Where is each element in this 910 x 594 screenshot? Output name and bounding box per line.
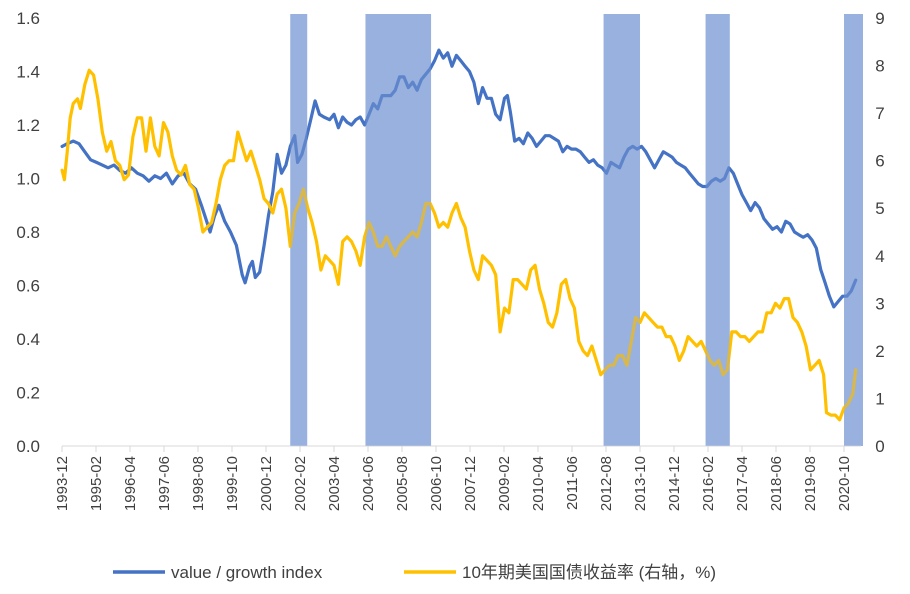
- left-tick-label: 0.4: [16, 330, 40, 349]
- right-tick-label: 4: [875, 247, 884, 266]
- right-tick-label: 3: [875, 294, 884, 313]
- right-tick-label: 6: [875, 152, 884, 171]
- shaded-period-overlay-4: [844, 14, 863, 446]
- x-tick-label: 2012-08: [598, 456, 615, 511]
- x-tick-label: 2002-02: [292, 456, 309, 511]
- legend: value / growth index 10年期美国国债收益率 (右轴，%): [113, 563, 716, 582]
- x-tick-label: 1999-10: [224, 456, 241, 511]
- x-axis-ticks: 1993-12 1995-02 1996-04 1997-06 1998-08 1999-…: [54, 446, 853, 511]
- x-tick-label: 2004-06: [360, 456, 377, 511]
- left-tick-label: 1.4: [16, 63, 40, 82]
- left-tick-label: 0.6: [16, 277, 40, 296]
- shaded-period-2: [603, 14, 641, 446]
- right-tick-label: 1: [875, 389, 884, 408]
- shaded-period-overlay-0: [290, 14, 308, 446]
- left-tick-label: 1.2: [16, 116, 40, 135]
- left-axis-ticks: 0.0 0.2 0.4 0.6 0.8 1.0 1.2 1.4 1.6: [16, 9, 40, 456]
- legend-label-treasury-yield: 10年期美国国债收益率 (右轴，%): [462, 563, 716, 582]
- left-tick-label: 0.8: [16, 223, 40, 242]
- series-line-value-growth: [60, 48, 858, 309]
- x-tick-label: 1995-02: [88, 456, 105, 511]
- right-tick-label: 2: [875, 342, 884, 361]
- right-tick-label: 5: [875, 199, 884, 218]
- right-axis-ticks: 0 1 2 3 4 5 6 7 8 9: [875, 9, 884, 456]
- x-tick-label: 2003-04: [326, 456, 343, 511]
- x-tick-label: 2020-10: [836, 456, 853, 511]
- x-tick-label: 2014-12: [666, 456, 683, 511]
- x-tick-label: 1997-06: [156, 456, 173, 511]
- left-tick-label: 0.2: [16, 384, 40, 403]
- x-tick-label: 2009-02: [496, 456, 513, 511]
- series-line-treasury-yield: [60, 68, 858, 422]
- x-tick-label: 2006-10: [428, 456, 445, 511]
- shaded-period-0: [290, 14, 308, 446]
- left-tick-label: 0.0: [16, 437, 40, 456]
- x-tick-label: 2011-06: [564, 456, 581, 510]
- x-tick-label: 2010-04: [530, 456, 547, 511]
- x-tick-label: 1998-08: [190, 456, 207, 511]
- shaded-period-4: [844, 14, 863, 446]
- right-tick-label: 0: [875, 437, 884, 456]
- x-tick-label: 1993-12: [54, 456, 71, 511]
- x-tick-label: 2005-08: [394, 456, 411, 511]
- left-tick-label: 1.0: [16, 170, 40, 189]
- shaded-period-overlay-1: [365, 14, 432, 446]
- shaded-period-overlay-3: [705, 14, 730, 446]
- right-tick-label: 9: [875, 9, 884, 28]
- x-tick-label: 2019-08: [802, 456, 819, 511]
- right-tick-label: 7: [875, 104, 884, 123]
- shaded-period-overlay-2: [603, 14, 641, 446]
- x-tick-label: 2007-12: [462, 456, 479, 511]
- left-tick-label: 1.6: [16, 9, 40, 28]
- x-tick-label: 2013-10: [632, 456, 649, 511]
- right-tick-label: 8: [875, 57, 884, 76]
- x-tick-label: 2000-12: [258, 456, 275, 511]
- legend-label-value-growth: value / growth index: [171, 563, 323, 582]
- x-tick-label: 2018-06: [768, 456, 785, 511]
- x-tick-label: 2016-02: [700, 456, 717, 511]
- x-tick-label: 2017-04: [734, 456, 751, 511]
- series-lines: [60, 14, 863, 446]
- x-tick-label: 1996-04: [122, 456, 139, 511]
